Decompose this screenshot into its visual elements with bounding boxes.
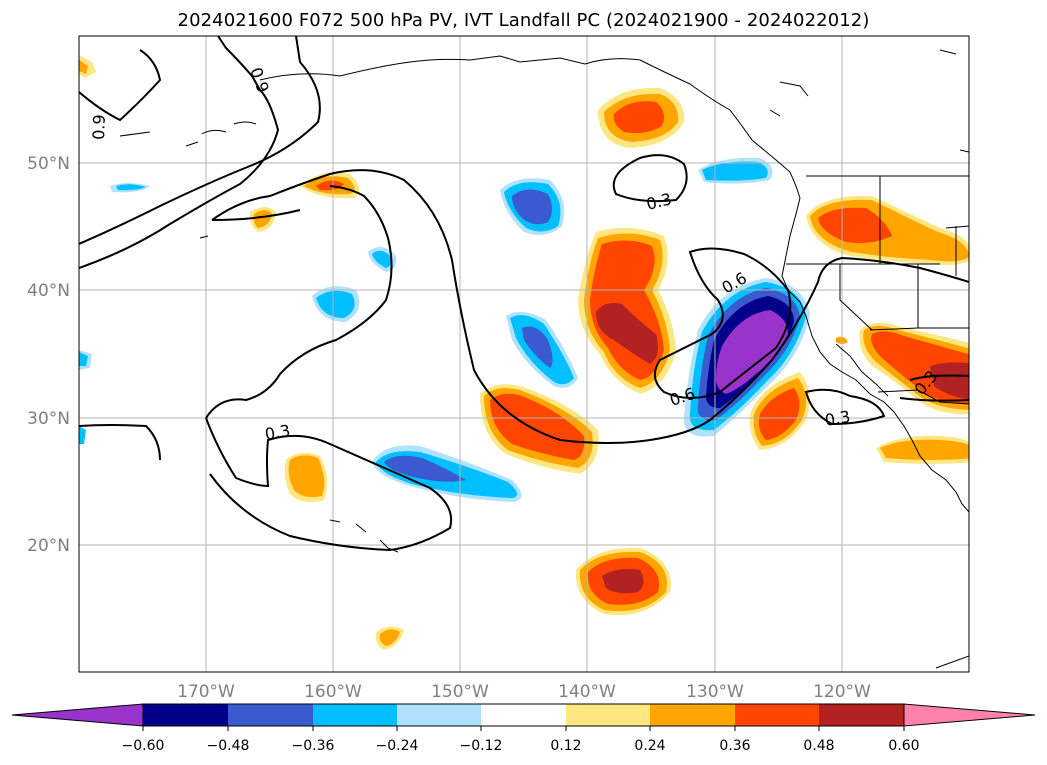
contour-0.3-west (205, 185, 393, 419)
mexico-border (877, 389, 969, 405)
lon-labels: 170°W 160°W 150°W 140°W 130°W 120°W (177, 682, 871, 702)
coastlines (119, 49, 969, 669)
lat-tick-label: 50°N (27, 154, 70, 174)
lat-tick-label: 40°N (27, 281, 70, 301)
colorbar-bin (313, 704, 397, 726)
contour-0.3-sw (804, 388, 886, 426)
contour-main-trough (211, 169, 969, 444)
colorbar-tick-label: −0.12 (460, 738, 503, 754)
lat-tick-label: 20°N (27, 536, 70, 556)
colorbar-tick-label: 0.36 (719, 738, 750, 754)
colorbar-bin (650, 704, 735, 726)
lon-tick-label: 150°W (431, 682, 489, 702)
colorbar-bin (481, 704, 566, 726)
contour-label: 0.3 (823, 407, 851, 430)
contour-0.9-left (79, 36, 321, 245)
colorbar-bin (819, 704, 904, 726)
map-title: 2024021600 F072 500 hPa PV, IVT Landfall… (177, 10, 870, 31)
colorbar-tick-label: −0.60 (122, 738, 165, 754)
colorbar-extend-high (903, 703, 1036, 727)
pv-contours (79, 36, 969, 552)
contour-0.9-inner (79, 36, 280, 269)
colorbar-tick-label: 0.12 (550, 738, 581, 754)
lon-tick-label: 170°W (177, 682, 235, 702)
lon-tick-label: 130°W (686, 682, 744, 702)
contour-0.6 (653, 247, 792, 399)
alaska-coast (259, 55, 801, 199)
colorbar-bin (143, 704, 228, 726)
contour-label: 0.9 (246, 65, 273, 95)
contour-0.9-loop (79, 49, 162, 122)
baja (835, 343, 889, 397)
pc-shading (79, 55, 969, 650)
colorbar-tick-label: 0.48 (803, 738, 834, 754)
colorbar-tick-label: −0.36 (292, 738, 335, 754)
colorbar: −0.60 −0.48 −0.36 −0.24 −0.12 0.12 0.24 … (11, 703, 1036, 754)
colorbar-tick-label: −0.24 (376, 738, 419, 754)
contour-label: 0.3 (263, 421, 291, 444)
colorbar-tick-label: −0.48 (207, 738, 250, 754)
colorbar-bin (735, 704, 819, 726)
lon-tick-label: 160°W (304, 682, 362, 702)
lon-tick-label: 120°W (813, 682, 871, 702)
colorbar-bin (566, 704, 650, 726)
colorbar-extend-low (11, 703, 144, 727)
lat-tick-label: 30°N (27, 409, 70, 429)
contour-label: 0.9 (89, 114, 109, 140)
lon-tick-label: 140°W (558, 682, 616, 702)
contour-0.3-ne (612, 154, 688, 203)
contour-right (899, 374, 969, 402)
graticule (79, 36, 969, 672)
map-frame (78, 35, 970, 673)
na-west-coast (781, 197, 969, 513)
colorbar-bin (228, 704, 313, 726)
contour-label: 0.3 (644, 189, 673, 214)
colorbar-tick-label: 0.60 (888, 738, 919, 754)
colorbar-tick-label: 0.24 (634, 738, 665, 754)
colorbar-bin (397, 704, 481, 726)
lat-labels: 50°N 40°N 30°N 20°N (27, 154, 70, 556)
